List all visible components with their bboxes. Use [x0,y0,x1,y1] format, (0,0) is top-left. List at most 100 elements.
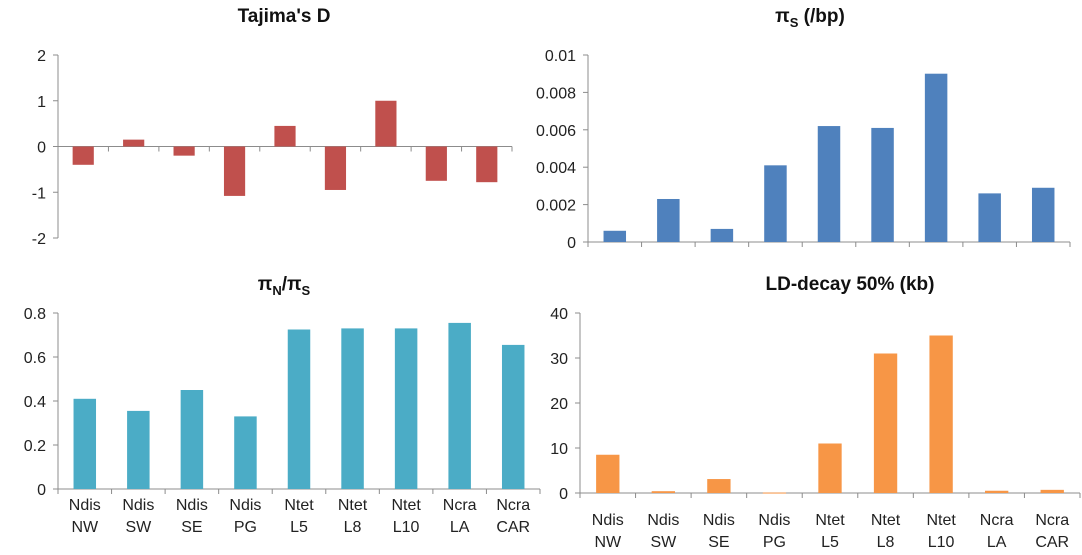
y-tick-label: 10 [550,441,568,458]
x-category-label-line2: CAR [496,519,530,536]
x-category-label-line2: L10 [393,519,420,536]
chart-title-tajima: Tajima's D [238,6,331,27]
x-category-label-line1: Ntet [338,497,368,514]
y-tick-label: 0.01 [545,48,576,65]
title-pis-pi: π [775,6,790,27]
x-category-label: Ndis NW [592,512,624,551]
x-category-label-line1: Ncra [980,512,1014,529]
y-axis-ld: 40 30 20 10 0 [550,306,1081,503]
y-tick-label: 30 [550,351,568,368]
bar [762,492,787,494]
bar [476,146,498,183]
x-category-label-line2: SE [708,534,729,551]
y-tick-label: 0.006 [536,123,576,140]
y-tick-label: 0 [37,482,46,499]
x-category-label-line2: PG [763,534,786,551]
bars-pis [603,73,1055,242]
bar [1040,489,1064,493]
bar [324,146,347,190]
x-category-label-line2: SE [181,519,202,536]
x-category-label: Ntet L8 [338,497,368,536]
bar [985,490,1009,493]
x-category-label-line1: Ndis [703,512,735,529]
x-category-label-line1: Ndis [122,497,154,514]
x-category-label-line1: Ntet [926,512,956,529]
x-category-label-line1: Ntet [391,497,421,514]
x-category-label-line2: CAR [1035,534,1069,551]
bar [127,410,150,489]
x-category-label: Ncra CAR [1035,512,1069,551]
x-category-label-line2: L5 [821,534,839,551]
y-tick-label: 0.4 [24,394,46,411]
y-tick-label: 2 [37,48,46,65]
bar [501,344,525,489]
bar [764,165,787,242]
y-tick-label: 0.2 [24,438,46,455]
bars-tajima [72,100,498,196]
y-tick-label: 0.004 [536,160,576,177]
x-category-label-line2: PG [234,519,257,536]
bar [817,126,841,242]
x-category-label: Ntet L8 [871,512,901,551]
x-category-label: Ndis PG [758,512,790,551]
x-category-label-line2: L10 [928,534,955,551]
y-tick-label: 0.6 [24,350,46,367]
bar [287,329,311,489]
bars-pinpis [73,322,525,489]
bar [274,125,296,147]
x-category-label-line2: SW [125,519,152,536]
bar [873,353,898,493]
y-tick-label: 20 [550,396,568,413]
title-pinpis-b-sub: S [302,283,311,298]
chart-ld: LD-decay 50% (kb) 40 30 20 10 0 Ndis NW Ndis SW… [550,274,1081,551]
bar [341,328,364,489]
x-category-label: Ncra LA [980,512,1014,551]
bars-ld [596,335,1064,494]
x-category-label: Ntet L10 [926,512,956,551]
x-category-label-line1: Ncra [443,497,477,514]
bar [234,416,257,489]
bar [978,193,1001,242]
x-category-label-line2: SW [650,534,677,551]
bar [72,146,94,165]
x-category-label-line1: Ndis [592,512,624,529]
x-category-label-line1: Ntet [815,512,845,529]
bar [924,73,948,242]
x-category-label-line1: Ntet [871,512,901,529]
bar [425,146,447,181]
y-tick-label: -1 [32,185,46,202]
bar [603,230,627,242]
x-category-label-line1: Ndis [176,497,208,514]
bar [180,390,204,489]
title-pinpis-a-sub: N [272,283,281,298]
x-category-label-line1: Ndis [229,497,261,514]
y-tick-label: 1 [37,94,46,111]
y-tick-label: 0 [37,140,46,157]
x-category-label-line1: Ncra [1035,512,1069,529]
x-category-label-line1: Ndis [647,512,679,529]
chart-title-pis: πS (/bp) [775,6,845,30]
bar [394,328,418,489]
chart-title-ld: LD-decay 50% (kb) [766,274,935,295]
x-category-label: Ncra CAR [496,497,530,536]
chart-title-pinpis: πN/πS [258,274,311,298]
bar [375,100,397,147]
x-category-label-line2: L5 [290,519,308,536]
y-tick-label: 0 [559,486,568,503]
y-tick-label: 40 [550,306,568,323]
title-pinpis-a: π [258,274,273,295]
x-category-label-line2: L8 [344,519,362,536]
x-category-label-line2: LA [987,534,1007,551]
title-pis-sub: S [790,15,799,30]
bar [223,146,246,196]
x-category-label-line1: Ndis [758,512,790,529]
x-category-label: Ndis PG [229,497,261,536]
bar [707,479,731,493]
title-pinpis-b: π [287,274,302,295]
bar [448,322,471,489]
x-category-label-line1: Ndis [69,497,101,514]
